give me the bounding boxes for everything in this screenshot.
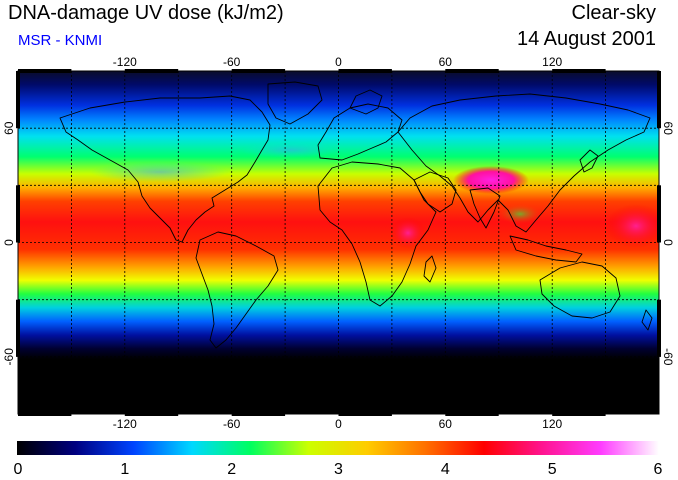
source-label: MSR - KNMI	[18, 32, 103, 49]
frame-right-seg-1	[657, 71, 661, 129]
lon-label-top-minus120: -120	[113, 55, 137, 69]
frame-bottom-seg-5	[231, 412, 286, 416]
lon-label-bottom-minus120: -120	[113, 417, 137, 431]
frame-top-seg-1	[18, 69, 72, 73]
frame-top-seg-11	[552, 69, 606, 73]
frame-top-seg-3	[124, 69, 179, 73]
colorbar	[17, 441, 659, 455]
pacific-low-uv	[90, 162, 230, 182]
lon-label-top-120: 120	[542, 55, 562, 69]
lat-label-right-0: 0	[661, 239, 675, 246]
frame-bottom-segments	[18, 412, 606, 416]
colorbar-label-0: 0	[14, 461, 23, 478]
coastlines	[17, 81, 660, 399]
lon-labels-top: -120 -60 0 60 120	[113, 55, 563, 69]
lon-label-bottom-60: 60	[439, 417, 453, 431]
graticule	[18, 71, 659, 414]
frame-left-segments	[16, 71, 20, 357]
lat-label-left-minus60: -60	[2, 348, 16, 366]
frame-bottom-seg-11	[552, 412, 606, 416]
europe-coast	[317, 103, 403, 161]
frame-left-seg-5	[16, 299, 20, 357]
lat-label-right-minus60: -60	[661, 348, 675, 366]
asia-coast	[397, 93, 651, 233]
japan-coast	[579, 149, 599, 173]
colorbar-label-5: 5	[548, 461, 557, 478]
frame-top-seg-5	[231, 69, 286, 73]
colorbar-label-1: 1	[120, 461, 129, 478]
africa-coast	[317, 161, 437, 307]
frame-left-seg-3	[16, 185, 20, 243]
colorbar-labels: 0 1 2 3 4 5 6	[14, 461, 663, 478]
frame-top-seg-9	[445, 69, 499, 73]
lon-label-bottom-0: 0	[335, 417, 342, 431]
lat-labels-right: 60 0 -60	[661, 122, 675, 366]
map-frame	[16, 69, 661, 416]
frame-top-segments	[18, 69, 606, 73]
lon-label-top-60: 60	[439, 55, 453, 69]
antarctica-coast	[17, 391, 660, 399]
lon-labels-bottom: -120 -60 0 60 120	[113, 417, 563, 431]
map-title: DNA-damage UV dose (kJ/m2)	[8, 2, 284, 24]
frame-right-seg-5	[657, 299, 661, 357]
colorbar-label-3: 3	[334, 461, 343, 478]
frame-bottom-seg-9	[445, 412, 499, 416]
north-america-coast	[59, 95, 271, 243]
frame-bottom-seg-3	[124, 412, 179, 416]
sky-condition-label: Clear-sky	[571, 2, 656, 24]
south-america-coast	[195, 231, 279, 349]
lat-label-left-0: 0	[2, 239, 16, 246]
new-zealand-coast	[641, 309, 653, 331]
lon-label-top-minus60: -60	[223, 55, 241, 69]
colorbar-label-4: 4	[441, 461, 450, 478]
madagascar-coast	[423, 255, 437, 283]
scandinavia-coast	[349, 89, 383, 115]
arabia-coast	[413, 171, 457, 213]
lat-labels-left: 60 0 -60	[2, 121, 16, 365]
lon-label-bottom-minus60: -60	[223, 417, 241, 431]
colorbar-label-6: 6	[654, 461, 663, 478]
frame-top-seg-7	[338, 69, 392, 73]
frame-right-seg-3	[657, 185, 661, 243]
frame-bottom-seg-7	[338, 412, 392, 416]
atlantic-low-uv	[240, 142, 340, 158]
pacific-high-uv-west	[606, 204, 659, 248]
frame-right-segments	[657, 71, 661, 357]
lat-label-left-60: 60	[2, 121, 16, 135]
colorbar-label-2: 2	[227, 461, 236, 478]
india-coast	[469, 187, 501, 229]
greenland-coast	[267, 81, 323, 125]
indonesia-coast	[509, 235, 583, 263]
africa-high-uv	[390, 217, 426, 249]
lat-label-right-60: 60	[661, 122, 675, 136]
frame-left-seg-1	[16, 71, 20, 129]
tibet-high-uv	[453, 166, 529, 194]
lon-label-top-0: 0	[335, 55, 342, 69]
southasia-green	[498, 204, 542, 224]
frame-bottom-seg-1	[18, 412, 72, 416]
lon-label-bottom-120: 120	[542, 417, 562, 431]
date-label: 14 August 2001	[516, 28, 656, 50]
